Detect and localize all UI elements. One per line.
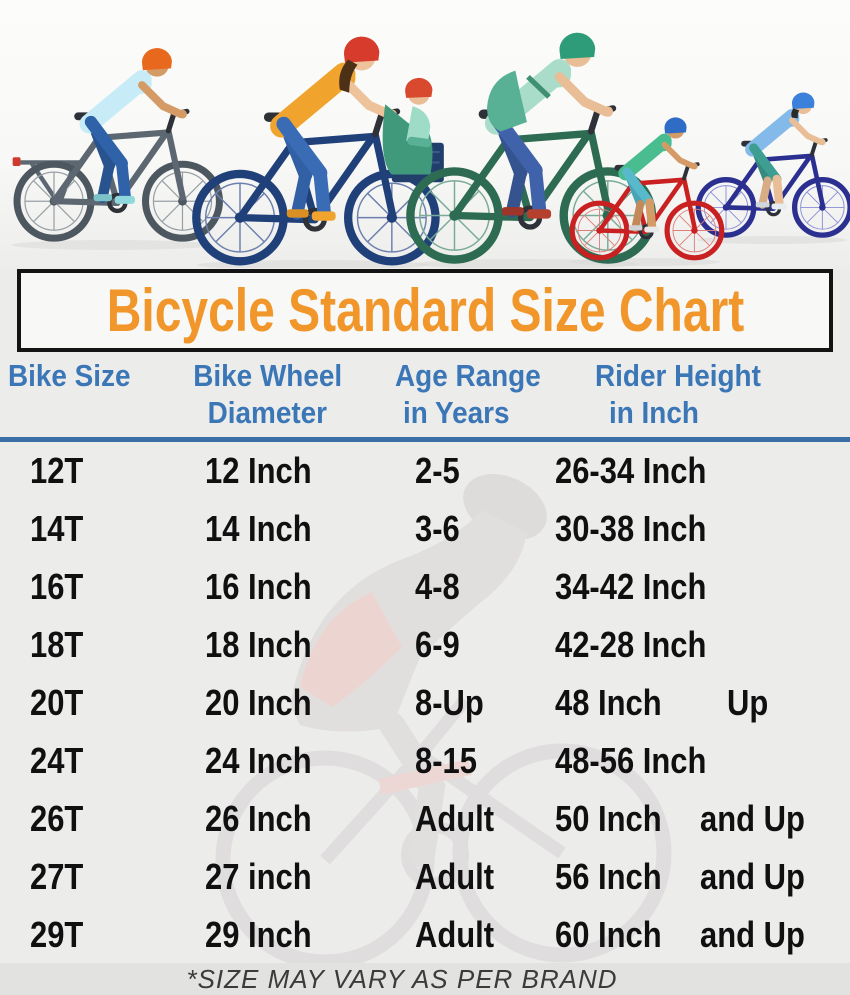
wheel-diameter-cell: 16 Inch: [205, 566, 312, 607]
footer-strip: *SIZE MAY VARY AS PER BRAND: [0, 963, 850, 995]
table-row: 14T 14 Inch 3-6 30-38 Inch: [0, 500, 850, 558]
rider-height-cell: 48 Inch Up: [555, 682, 769, 723]
header-divider-rule: [0, 437, 850, 442]
rider-height-cell: 26-34 Inch: [555, 450, 707, 491]
wheel-diameter-cell: 29 Inch: [205, 914, 312, 955]
age-range-cell: 2-5: [415, 450, 460, 491]
bike-size-cell: 24T: [30, 740, 84, 781]
footer-note: *SIZE MAY VARY AS PER BRAND: [186, 963, 618, 994]
table-row: 29T 29 Inch Adult 60 Inch and Up: [0, 906, 850, 964]
header-wheel-diameter: Bike Wheel Diameter: [193, 358, 342, 430]
size-table: 12T 12 Inch 2-5 26-34 Inch 14T 14 Inch 3…: [0, 442, 850, 964]
wheel-diameter-cell: 14 Inch: [205, 508, 312, 549]
header-age-range: Age Range in Years: [395, 358, 541, 430]
chart-title: Bicycle Standard Size Chart: [106, 277, 744, 344]
age-range-cell: 3-6: [415, 508, 460, 549]
age-range-cell: Adult: [415, 798, 495, 839]
table-row: 18T 18 Inch 6-9 42-28 Inch: [0, 616, 850, 674]
wheel-diameter-cell: 12 Inch: [205, 450, 312, 491]
teen-cyclist-blue-bike-icon: [698, 93, 850, 236]
table-row: 20T 20 Inch 8-Up 48 Inch Up: [0, 674, 850, 732]
bike-size-cell: 26T: [30, 798, 84, 839]
child-in-child-seat-icon: [382, 77, 433, 175]
rider-height-cell: 48-56 Inch: [555, 740, 707, 781]
bike-size-cell: 16T: [30, 566, 84, 607]
table-row: 27T 27 inch Adult 56 Inch and Up: [0, 848, 850, 906]
cyclist-watermark: [0, 455, 850, 970]
age-range-cell: Adult: [415, 914, 495, 955]
cyclists-illustration-svg: [0, 0, 850, 268]
adult-cyclist-gray-bike-icon: [13, 48, 220, 238]
age-range-cell: 8-Up: [415, 682, 484, 723]
rider-height-cell: 60 Inch and Up: [555, 914, 805, 955]
bike-size-cell: 14T: [30, 508, 84, 549]
wheel-diameter-cell: 18 Inch: [205, 624, 312, 665]
table-row: 26T 26 Inch Adult 50 Inch and Up: [0, 790, 850, 848]
age-range-cell: 6-9: [415, 624, 460, 665]
bike-size-cell: 27T: [30, 856, 84, 897]
bike-size-cell: 20T: [30, 682, 84, 723]
rider-height-cell: 50 Inch and Up: [555, 798, 805, 839]
rider-height-cell: 56 Inch and Up: [555, 856, 805, 897]
wheel-diameter-cell: 20 Inch: [205, 682, 312, 723]
age-range-cell: Adult: [415, 856, 495, 897]
table-row: 12T 12 Inch 2-5 26-34 Inch: [0, 442, 850, 500]
rider-height-cell: 42-28 Inch: [555, 624, 707, 665]
bike-size-cell: 29T: [30, 914, 84, 955]
chart-title-box: Bicycle Standard Size Chart: [17, 269, 833, 352]
rider-height-cell: 34-42 Inch: [555, 566, 707, 607]
age-range-cell: 8-15: [415, 740, 477, 781]
table-header-row: Bike Size Bike Wheel Diameter Age Range …: [0, 357, 850, 431]
wheel-diameter-cell: 24 Inch: [205, 740, 312, 781]
rider-height-cell: 30-38 Inch: [555, 508, 707, 549]
age-range-cell: 4-8: [415, 566, 460, 607]
bike-size-cell: 18T: [30, 624, 84, 665]
table-row: 24T 24 Inch 8-15 48-56 Inch: [0, 732, 850, 790]
table-row: 16T 16 Inch 4-8 34-42 Inch: [0, 558, 850, 616]
wheel-diameter-cell: 26 Inch: [205, 798, 312, 839]
header-bike-size: Bike Size: [8, 358, 131, 393]
cyclists-illustration: [0, 0, 850, 268]
header-rider-height: Rider Height in Inch: [595, 358, 761, 430]
wheel-diameter-cell: 27 inch: [205, 856, 312, 897]
man-cyclist-green-bike-with-child-seat-icon: [382, 33, 652, 260]
bike-size-cell: 12T: [30, 450, 84, 491]
